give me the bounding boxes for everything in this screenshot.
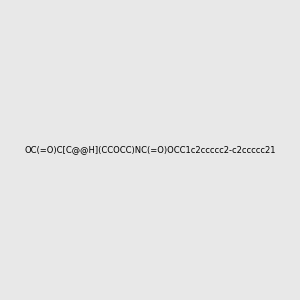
Text: OC(=O)C[C@@H](CCOCC)NC(=O)OCC1c2ccccc2-c2ccccc21: OC(=O)C[C@@H](CCOCC)NC(=O)OCC1c2ccccc2-c… [24, 146, 276, 154]
